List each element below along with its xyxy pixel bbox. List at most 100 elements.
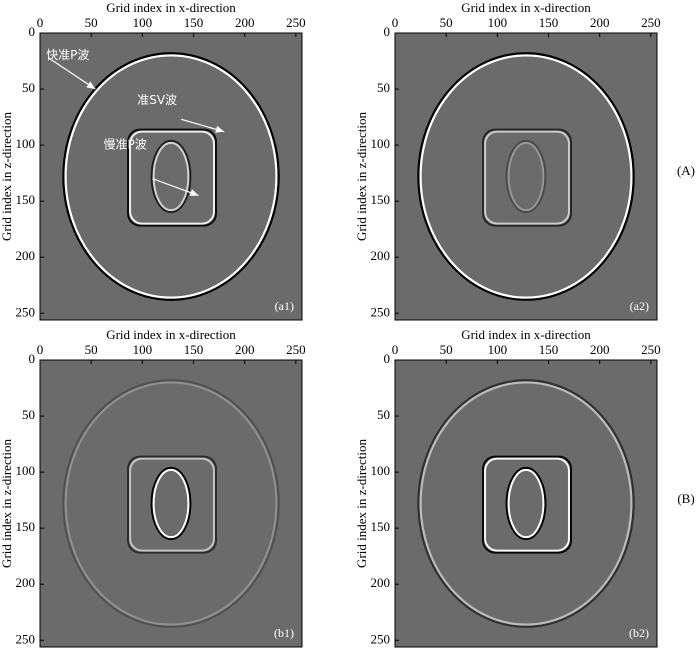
y-tick-label: 0 [29,351,36,366]
plot-background [40,360,302,647]
row-label: (B) [677,491,694,506]
annotation: 快准P波 [46,48,89,62]
y-tick-label: 250 [371,304,391,319]
wavefield [62,52,280,301]
plot-frame [394,32,658,321]
y-tick-label: 200 [371,575,391,590]
x-tick-label: 50 [85,342,98,357]
x-tick-label: 100 [488,342,508,357]
x-tick-label: 0 [37,15,44,30]
wavefront-box [129,457,215,552]
wavefront-dark [505,466,547,541]
x-tick-label: 250 [286,342,306,357]
wavefront-light [64,54,278,299]
y-tick-label: 250 [16,304,36,319]
y-tick-label: 200 [371,248,391,263]
wavefront-dark [417,52,635,301]
x-tick-label: 50 [440,342,453,357]
y-tick-label: 250 [371,631,391,646]
x-tick-label: 150 [539,15,559,30]
x-tick-label: 200 [235,15,255,30]
y-axis-label: Grid index in z-direction [354,439,369,568]
y-tick-label: 50 [377,80,390,95]
plot-frame [39,359,303,648]
y-tick-label: 250 [16,631,36,646]
x-axis-label: Grid index in x-direction [106,0,236,15]
y-tick-label: 200 [16,248,36,263]
x-tick-label: 250 [641,15,661,30]
y-tick-label: 150 [16,192,36,207]
wavefront-box [127,128,217,227]
x-axis-label: Grid index in x-direction [461,0,591,15]
x-tick-label: 150 [184,15,204,30]
y-tick-label: 50 [22,407,35,422]
x-axis-label: Grid index in x-direction [461,327,591,342]
y-tick-label: 150 [16,519,36,534]
panel-label: (a2) [630,299,649,313]
wavefield [62,379,280,628]
y-tick-label: 50 [22,80,35,95]
x-axis-label: Grid index in x-direction [106,327,236,342]
x-tick-label: 200 [590,342,610,357]
y-axis-label: Grid index in z-direction [354,112,369,241]
plot-frame [394,359,658,648]
x-tick-label: 50 [85,15,98,30]
annotation-arrow [47,57,96,90]
y-tick-label: 100 [371,463,391,478]
wavefront-light [507,468,545,539]
wavefront-dark [417,379,635,628]
x-tick-label: 150 [539,342,559,357]
x-tick-label: 250 [286,15,306,30]
wavefront-box [484,457,570,552]
x-tick-label: 200 [235,342,255,357]
wavefront-dark [62,52,280,301]
wavefront-box [129,130,215,225]
y-tick-label: 200 [16,575,36,590]
panel-label: (b2) [629,626,649,640]
wavefront-light [419,381,633,626]
y-tick-label: 100 [16,463,36,478]
x-tick-label: 100 [133,15,153,30]
wavefront-box [484,130,570,225]
x-tick-label: 200 [590,15,610,30]
wavefront-box [482,455,572,554]
x-tick-label: 50 [440,15,453,30]
annotation-arrow [181,118,225,133]
wavefield [417,379,635,628]
x-tick-label: 0 [392,342,399,357]
y-tick-label: 150 [371,192,391,207]
y-tick-label: 100 [371,136,391,151]
plot-background [395,360,657,647]
annotation-arrow [152,178,199,197]
panel-label: (b1) [274,626,294,640]
wavefront-box [127,455,217,554]
x-tick-label: 150 [184,342,204,357]
wavefront-light [64,381,278,626]
plot-background [40,33,302,320]
wavefront-light [507,141,545,212]
wavefront-dark [150,466,192,541]
x-tick-label: 100 [133,342,153,357]
wavefront-box [482,128,572,227]
panel-label: (a1) [275,299,294,313]
y-tick-label: 0 [384,351,391,366]
y-tick-label: 0 [29,24,36,39]
y-tick-label: 150 [371,519,391,534]
wavefront-light [152,141,190,212]
row-label: (A) [677,163,695,178]
y-axis-label: Grid index in z-direction [0,112,14,241]
wavefront-light [152,468,190,539]
y-tick-label: 0 [384,24,391,39]
wavefield [417,52,635,301]
y-tick-label: 50 [377,407,390,422]
y-axis-label: Grid index in z-direction [0,439,14,568]
wavefront-dark [62,379,280,628]
x-tick-label: 0 [392,15,399,30]
wavefront-dark [150,139,192,214]
y-tick-label: 100 [16,136,36,151]
x-tick-label: 250 [641,342,661,357]
annotation: 慢准P波 [103,138,146,152]
plot-background [395,33,657,320]
plot-frame [39,32,303,321]
